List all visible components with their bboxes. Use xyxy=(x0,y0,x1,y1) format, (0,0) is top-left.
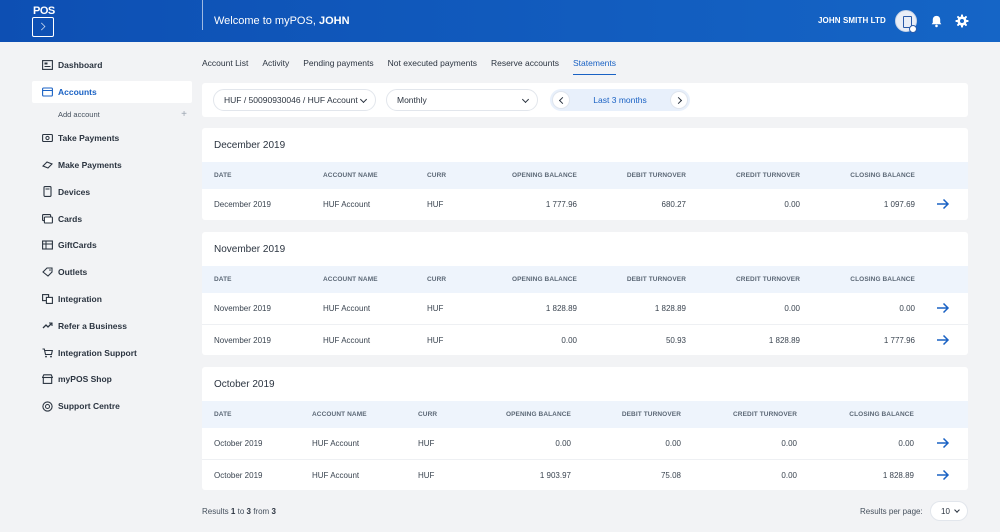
arrow-right-icon[interactable] xyxy=(936,301,950,315)
sidebar-item-devices[interactable]: Devices xyxy=(32,178,192,205)
chevron-down-icon xyxy=(359,95,368,104)
plus-icon[interactable]: + xyxy=(181,108,187,120)
statement-card: October 2019 DATE ACCOUNT NAME CURR OPEN… xyxy=(202,367,968,490)
header-divider xyxy=(202,0,203,30)
cards-icon xyxy=(42,213,53,224)
table-row[interactable]: October 2019 HUF Account HUF 1 903.97 75… xyxy=(202,459,968,490)
integration-icon xyxy=(42,293,53,304)
results-per-page-select[interactable]: 10 xyxy=(930,501,968,521)
table-row[interactable]: November 2019 HUF Account HUF 0.00 50.93… xyxy=(202,324,968,355)
table-row[interactable]: December 2019 HUF Account HUF 1 777.96 6… xyxy=(202,189,968,220)
account-select[interactable]: HUF / 50090930046 / HUF Account xyxy=(213,89,376,111)
tag-icon xyxy=(42,267,53,278)
welcome-message: Welcome to myPOS, JOHN xyxy=(214,15,350,27)
mypos-logo[interactable]: POS xyxy=(32,5,58,37)
statement-month-title: November 2019 xyxy=(214,244,286,255)
statement-month-title: October 2019 xyxy=(214,379,275,390)
chevron-right-icon[interactable] xyxy=(670,91,688,109)
sidebar-item-integration-support[interactable]: Integration Support xyxy=(32,339,192,366)
support-icon xyxy=(42,401,53,412)
chevron-down-icon xyxy=(521,95,530,104)
table-row[interactable]: November 2019 HUF Account HUF 1 828.89 1… xyxy=(202,293,968,324)
sidebar-item-cards[interactable]: Cards xyxy=(32,205,192,232)
sidebar-item-mypos-shop[interactable]: myPOS Shop xyxy=(32,366,192,393)
tab-pending-payments[interactable]: Pending payments xyxy=(303,58,374,68)
table-header: DATE ACCOUNT NAME CURR OPENING BALANCE D… xyxy=(202,162,968,189)
sidebar-item-support-centre[interactable]: Support Centre xyxy=(32,393,192,420)
tab-activity[interactable]: Activity xyxy=(262,58,290,68)
statement-card: November 2019 DATE ACCOUNT NAME CURR OPE… xyxy=(202,232,968,355)
giftcard-icon xyxy=(42,240,53,251)
refer-icon xyxy=(42,320,53,331)
arrow-right-icon[interactable] xyxy=(936,197,950,211)
results-summary: Results 1 to 3 from 3 xyxy=(202,507,276,516)
arrow-right-icon[interactable] xyxy=(936,468,950,482)
chevron-left-icon[interactable] xyxy=(552,91,570,109)
device-icon xyxy=(42,186,53,198)
take-payments-icon xyxy=(42,133,53,144)
top-bar: POS Welcome to myPOS, JOHN JOHN SMITH LT… xyxy=(0,0,1000,42)
sidebar-sub-add-account[interactable]: Add account + xyxy=(58,108,187,120)
frequency-select[interactable]: Monthly xyxy=(386,89,538,111)
gear-icon[interactable] xyxy=(955,14,969,28)
chevron-down-icon xyxy=(954,507,960,513)
arrow-right-icon[interactable] xyxy=(936,333,950,347)
results-per-page-label: Results per page: xyxy=(860,507,923,516)
sidebar-item-take-payments[interactable]: Take Payments xyxy=(32,125,192,152)
period-label: Last 3 months xyxy=(593,95,647,105)
sidebar-item-refer-a-business[interactable]: Refer a Business xyxy=(32,312,192,339)
make-payments-icon xyxy=(42,159,53,170)
sidebar: Dashboard Accounts Add account + Take Pa… xyxy=(32,52,192,420)
table-header: DATE ACCOUNT NAME CURR OPENING BALANCE D… xyxy=(202,266,968,293)
sidebar-item-outlets[interactable]: Outlets xyxy=(32,259,192,286)
logo-text: POS xyxy=(33,5,55,17)
wallet-icon xyxy=(42,86,53,97)
company-name[interactable]: JOHN SMITH LTD xyxy=(818,16,886,25)
filter-bar: HUF / 50090930046 / HUF Account Monthly … xyxy=(202,83,968,117)
tab-account-list[interactable]: Account List xyxy=(202,58,249,68)
tab-reserve-accounts[interactable]: Reserve accounts xyxy=(490,58,560,68)
statement-month-title: December 2019 xyxy=(214,140,286,151)
tab-statements[interactable]: Statements xyxy=(573,58,617,75)
sidebar-item-accounts[interactable]: Accounts xyxy=(32,80,192,103)
period-selector: Last 3 months xyxy=(550,89,690,111)
dashboard-icon xyxy=(42,60,53,71)
shop-icon xyxy=(42,374,53,385)
account-tabs: Account List Activity Pending payments N… xyxy=(202,58,630,75)
tab-not-executed-payments[interactable]: Not executed payments xyxy=(387,58,477,68)
sidebar-item-integration[interactable]: Integration xyxy=(32,286,192,313)
cart-icon xyxy=(42,347,53,358)
arrow-right-icon[interactable] xyxy=(936,436,950,450)
sidebar-item-dashboard[interactable]: Dashboard xyxy=(32,52,192,79)
sidebar-item-giftcards[interactable]: GiftCards xyxy=(32,232,192,259)
sidebar-item-make-payments[interactable]: Make Payments xyxy=(32,152,192,179)
table-row[interactable]: October 2019 HUF Account HUF 0.00 0.00 0… xyxy=(202,428,968,459)
user-name: JOHN xyxy=(318,15,350,27)
avatar-settings-icon xyxy=(909,25,917,33)
bell-icon[interactable] xyxy=(930,14,943,28)
table-header: DATE ACCOUNT NAME CURR OPENING BALANCE D… xyxy=(202,401,968,428)
statement-card: December 2019 DATE ACCOUNT NAME CURR OPE… xyxy=(202,128,968,220)
